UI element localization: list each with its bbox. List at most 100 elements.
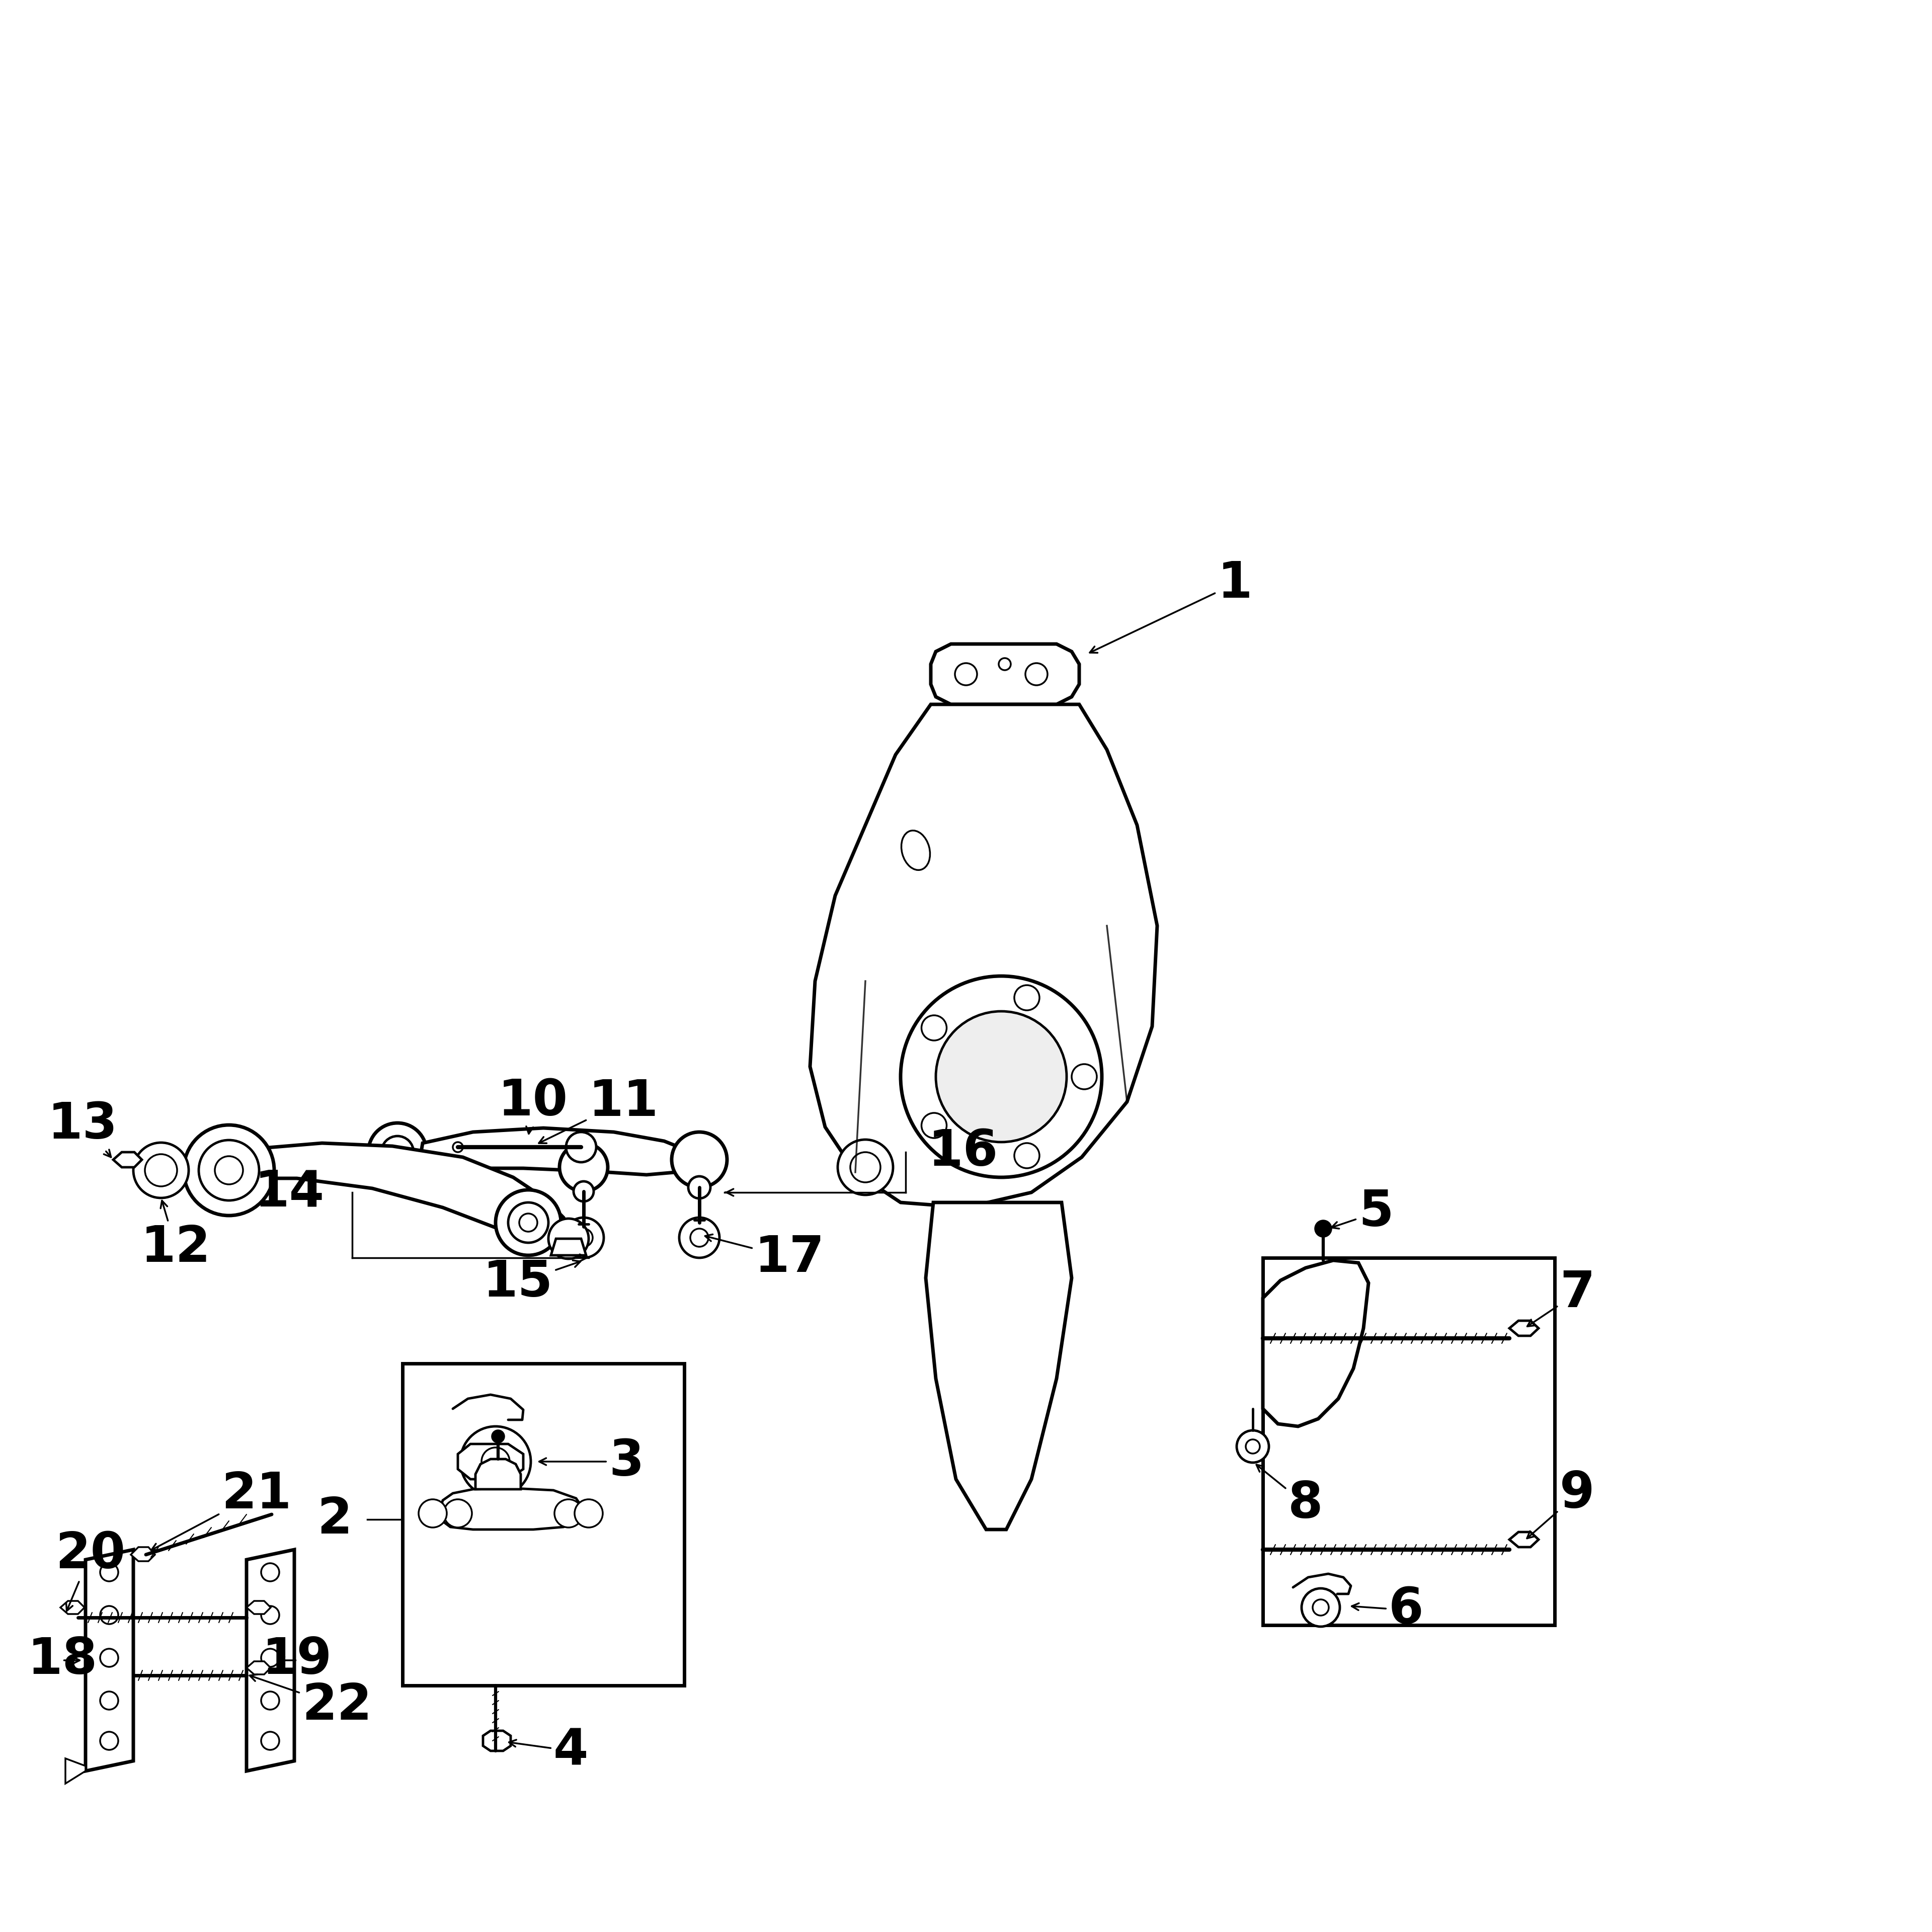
Circle shape — [574, 1229, 593, 1246]
Text: 4: 4 — [508, 1727, 589, 1776]
Circle shape — [564, 1217, 603, 1258]
Text: 15: 15 — [483, 1258, 580, 1308]
Circle shape — [419, 1499, 446, 1528]
Text: 14: 14 — [255, 1169, 325, 1217]
Bar — [402, 1364, 684, 1685]
Circle shape — [1236, 1430, 1269, 1463]
Circle shape — [560, 1144, 609, 1192]
Circle shape — [214, 1155, 243, 1184]
Circle shape — [672, 1132, 726, 1188]
Polygon shape — [483, 1731, 510, 1750]
Circle shape — [497, 1190, 560, 1256]
Circle shape — [145, 1153, 178, 1186]
Circle shape — [1014, 985, 1039, 1010]
Text: 11: 11 — [539, 1078, 659, 1144]
Circle shape — [481, 1447, 510, 1476]
Polygon shape — [60, 1602, 85, 1613]
Text: 22: 22 — [249, 1675, 373, 1729]
Circle shape — [1072, 1065, 1097, 1090]
Circle shape — [922, 1113, 947, 1138]
Circle shape — [1026, 663, 1047, 686]
Polygon shape — [131, 1548, 155, 1561]
Circle shape — [100, 1648, 118, 1667]
Polygon shape — [85, 1549, 133, 1772]
Circle shape — [1312, 1600, 1329, 1615]
Circle shape — [261, 1692, 280, 1710]
Polygon shape — [458, 1443, 524, 1480]
Circle shape — [100, 1692, 118, 1710]
Text: 19: 19 — [263, 1636, 332, 1685]
Circle shape — [520, 1213, 537, 1233]
Circle shape — [574, 1180, 593, 1202]
Circle shape — [261, 1563, 280, 1580]
Circle shape — [954, 663, 978, 686]
Circle shape — [554, 1499, 583, 1528]
Circle shape — [850, 1151, 881, 1182]
Text: 6: 6 — [1352, 1586, 1424, 1634]
Text: 13: 13 — [48, 1099, 118, 1157]
Circle shape — [690, 1229, 709, 1246]
Circle shape — [508, 1202, 549, 1242]
Circle shape — [688, 1177, 711, 1198]
Circle shape — [100, 1563, 118, 1580]
Circle shape — [1316, 1221, 1331, 1236]
Text: 12: 12 — [141, 1200, 211, 1271]
Circle shape — [1302, 1588, 1339, 1627]
Circle shape — [549, 1219, 589, 1260]
Polygon shape — [551, 1238, 585, 1256]
Circle shape — [100, 1605, 118, 1625]
Text: 21: 21 — [151, 1470, 292, 1549]
Circle shape — [369, 1122, 427, 1180]
Circle shape — [460, 1426, 531, 1497]
Text: 20: 20 — [56, 1530, 126, 1611]
Polygon shape — [1509, 1532, 1538, 1548]
Circle shape — [261, 1605, 280, 1625]
Polygon shape — [1264, 1260, 1368, 1426]
Text: 9: 9 — [1526, 1470, 1594, 1538]
Polygon shape — [810, 705, 1157, 1208]
Circle shape — [900, 976, 1101, 1177]
Polygon shape — [247, 1662, 270, 1675]
Text: 16: 16 — [927, 1128, 999, 1177]
Circle shape — [1246, 1439, 1260, 1453]
Circle shape — [1014, 1144, 1039, 1169]
Text: 18: 18 — [27, 1636, 99, 1685]
Polygon shape — [419, 1128, 697, 1175]
Ellipse shape — [902, 831, 929, 869]
Text: 10: 10 — [498, 1078, 568, 1134]
Polygon shape — [228, 1144, 572, 1248]
Circle shape — [199, 1140, 259, 1200]
Circle shape — [935, 1010, 1066, 1142]
Text: 3: 3 — [539, 1437, 643, 1486]
Circle shape — [680, 1217, 719, 1258]
Circle shape — [999, 659, 1010, 670]
Bar — [1264, 1258, 1555, 1625]
Polygon shape — [931, 643, 1080, 705]
Circle shape — [493, 1430, 504, 1443]
Circle shape — [444, 1499, 471, 1528]
Circle shape — [922, 1016, 947, 1041]
Polygon shape — [114, 1151, 141, 1167]
Circle shape — [133, 1142, 189, 1198]
Polygon shape — [66, 1758, 85, 1783]
Text: 17: 17 — [705, 1233, 825, 1283]
Polygon shape — [247, 1602, 270, 1613]
Polygon shape — [247, 1549, 294, 1772]
Circle shape — [261, 1648, 280, 1667]
Circle shape — [184, 1124, 274, 1215]
Text: 1: 1 — [1090, 558, 1252, 653]
Text: 5: 5 — [1331, 1188, 1393, 1236]
Polygon shape — [1509, 1321, 1538, 1335]
Circle shape — [838, 1140, 893, 1194]
Polygon shape — [440, 1488, 583, 1530]
Circle shape — [261, 1731, 280, 1750]
Text: 2: 2 — [317, 1495, 352, 1544]
Text: 8: 8 — [1256, 1464, 1323, 1528]
Circle shape — [574, 1499, 603, 1528]
Circle shape — [566, 1132, 597, 1163]
Polygon shape — [925, 1202, 1072, 1530]
Polygon shape — [475, 1459, 522, 1490]
Circle shape — [100, 1731, 118, 1750]
Text: 7: 7 — [1528, 1269, 1594, 1327]
Circle shape — [381, 1136, 413, 1169]
